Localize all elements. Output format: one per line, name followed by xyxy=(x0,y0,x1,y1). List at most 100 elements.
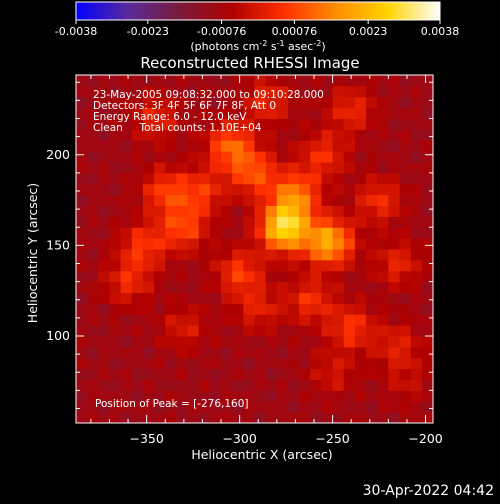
heatmap-cell xyxy=(154,216,166,228)
y-tick-label: 200 xyxy=(46,147,70,162)
heatmap-cell xyxy=(76,205,88,217)
heatmap-cell xyxy=(388,172,401,185)
heatmap-cell xyxy=(410,249,423,261)
heatmap-cell xyxy=(154,172,166,185)
heatmap-cell xyxy=(76,183,88,196)
heatmap-cell xyxy=(354,401,367,413)
heatmap-cell xyxy=(321,129,334,141)
heatmap-cell xyxy=(421,325,433,337)
heatmap-cell xyxy=(131,357,144,370)
heatmap-cell xyxy=(198,249,211,261)
heatmap-cell xyxy=(421,205,433,217)
heatmap-cell xyxy=(120,151,133,163)
heatmap-cell xyxy=(254,96,267,109)
heatmap-cell xyxy=(321,107,334,119)
heatmap-cell xyxy=(154,96,166,109)
heatmap-cell xyxy=(232,270,244,283)
heatmap-cell xyxy=(343,183,356,196)
heatmap-cell xyxy=(176,107,189,119)
heatmap-cell xyxy=(243,227,255,239)
heatmap-cell xyxy=(221,357,233,370)
heatmap-cell xyxy=(187,346,200,359)
heatmap-cell xyxy=(366,75,378,87)
heatmap-cell xyxy=(343,96,356,109)
heatmap-cell xyxy=(109,390,122,402)
heatmap-cell xyxy=(254,249,267,261)
heatmap-cell xyxy=(388,390,401,402)
heatmap-cell xyxy=(198,325,211,337)
heatmap-cell xyxy=(142,336,155,348)
heatmap-cell xyxy=(120,75,133,87)
heatmap-cell xyxy=(98,303,110,315)
heatmap-cell xyxy=(131,205,144,217)
x-tick-label: −300 xyxy=(222,431,256,446)
heatmap-cell xyxy=(76,259,88,272)
heatmap-cell xyxy=(221,118,233,130)
heatmap-cell xyxy=(76,194,88,206)
heatmap-cell xyxy=(165,336,177,348)
heatmap-cell xyxy=(377,194,389,206)
heatmap-cell xyxy=(198,75,211,87)
heatmap-cell xyxy=(232,303,244,315)
heatmap-cell xyxy=(232,281,244,293)
heatmap-cell xyxy=(377,401,389,413)
heatmap-cell xyxy=(120,259,133,272)
heatmap-cell xyxy=(243,96,255,109)
heatmap-cell xyxy=(332,325,345,337)
heatmap-cell xyxy=(109,129,122,141)
heatmap-cell xyxy=(310,227,322,239)
heatmap-cell xyxy=(243,412,255,423)
heatmap-cell xyxy=(254,194,267,206)
heatmap-cell xyxy=(120,227,133,239)
heatmap-cell xyxy=(377,140,389,152)
heatmap-cell xyxy=(332,96,345,109)
heatmap-cell xyxy=(198,281,211,293)
heatmap-cell xyxy=(354,249,367,261)
heatmap-cell xyxy=(287,336,300,348)
heatmap-cell xyxy=(321,227,334,239)
heatmap-cell xyxy=(287,151,300,163)
heatmap-cell xyxy=(109,216,122,228)
info-line-detectors: Detectors: 3F 4F 5F 6F 7F 8F, Att 0 xyxy=(93,100,276,112)
heatmap-cell xyxy=(410,379,423,391)
heatmap-cell xyxy=(366,205,378,217)
heatmap-cell xyxy=(332,151,345,163)
heatmap-cell xyxy=(154,75,166,87)
heatmap-cell xyxy=(343,325,356,337)
heatmap-cell xyxy=(243,129,255,141)
heatmap-cell xyxy=(76,412,88,423)
heatmap-cell xyxy=(343,303,356,315)
heatmap-cell xyxy=(265,129,278,141)
heatmap-cell xyxy=(232,107,244,119)
heatmap-cell xyxy=(198,379,211,391)
heatmap-cell xyxy=(332,303,345,315)
heatmap-cell xyxy=(187,107,200,119)
heatmap-cell xyxy=(131,336,144,348)
heatmap-cell xyxy=(87,183,99,196)
heatmap-cell xyxy=(98,238,110,250)
heatmap-cell xyxy=(332,314,345,326)
heatmap-cell xyxy=(287,183,300,196)
heatmap-cell xyxy=(87,346,99,359)
heatmap-cell xyxy=(98,270,110,283)
heatmap-cell xyxy=(98,151,110,163)
heatmap-cell xyxy=(142,270,155,283)
heatmap-cell xyxy=(165,379,177,391)
heatmap-cell xyxy=(377,412,389,423)
heatmap-cell xyxy=(76,75,88,87)
heatmap-cell xyxy=(332,85,345,98)
heatmap-cell xyxy=(209,379,222,391)
heatmap-cell xyxy=(87,379,99,391)
heatmap-cell xyxy=(232,249,244,261)
heatmap-cell xyxy=(87,151,99,163)
heatmap-cell xyxy=(243,303,255,315)
heatmap-cell xyxy=(154,205,166,217)
heatmap-cell xyxy=(354,412,367,423)
heatmap-cell xyxy=(410,270,423,283)
heatmap-cell xyxy=(198,205,211,217)
heatmap-cell xyxy=(142,140,155,152)
heatmap-cell xyxy=(287,129,300,141)
heatmap-cell xyxy=(366,96,378,109)
heatmap-cell xyxy=(354,292,367,304)
heatmap-cell xyxy=(142,227,155,239)
